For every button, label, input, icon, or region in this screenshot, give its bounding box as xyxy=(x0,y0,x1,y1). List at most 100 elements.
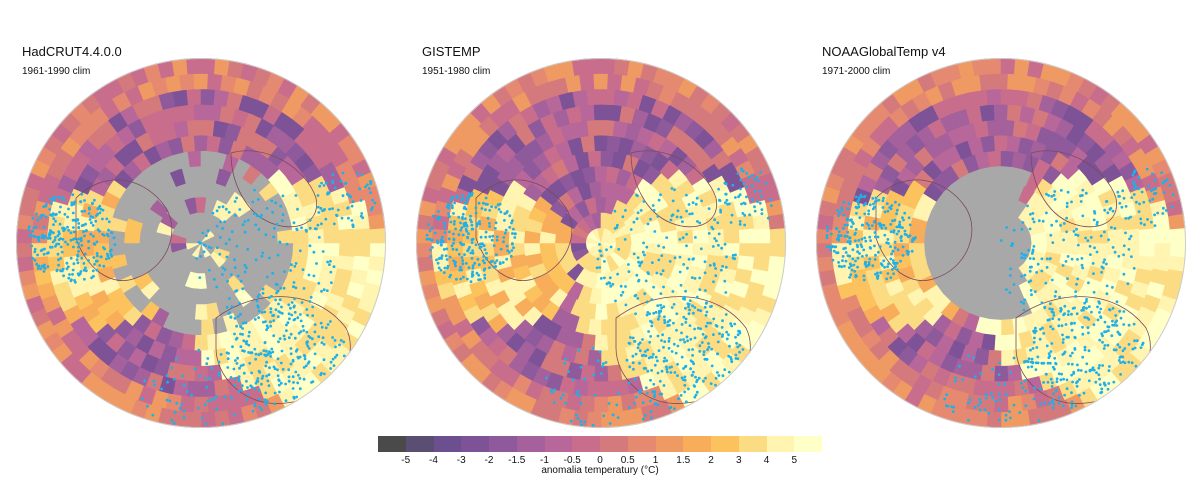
station-dot xyxy=(862,274,866,278)
station-dot xyxy=(294,194,298,197)
station-dot xyxy=(466,195,470,198)
station-dot xyxy=(885,277,889,281)
station-dot xyxy=(248,330,251,334)
station-dot xyxy=(1093,210,1096,213)
station-dot xyxy=(842,213,846,217)
legend-tick-label: 5 xyxy=(791,455,798,466)
station-dot xyxy=(676,362,679,366)
station-dot xyxy=(979,372,983,375)
station-dot xyxy=(704,324,708,328)
station-dot xyxy=(273,402,277,406)
station-dot xyxy=(635,273,639,277)
station-dot xyxy=(846,234,849,238)
grid-cell xyxy=(831,255,850,273)
station-dot xyxy=(653,390,657,393)
station-dot xyxy=(292,381,295,384)
station-dot xyxy=(483,276,487,280)
grid-cell xyxy=(416,255,434,273)
station-dot xyxy=(1090,310,1093,314)
station-dot xyxy=(629,228,633,231)
station-dot xyxy=(1041,219,1045,223)
station-dot xyxy=(102,264,106,268)
station-dot xyxy=(204,234,208,238)
station-dot xyxy=(70,203,74,207)
station-dot xyxy=(151,413,155,417)
station-dot xyxy=(304,364,308,368)
station-dot xyxy=(1111,246,1115,249)
station-dot xyxy=(663,318,666,322)
station-dot xyxy=(284,382,287,386)
station-dot xyxy=(67,276,71,280)
station-dot xyxy=(246,386,249,389)
station-dot xyxy=(1103,258,1106,262)
station-dot xyxy=(273,391,277,395)
station-dot xyxy=(1106,387,1110,391)
station-dot xyxy=(202,243,206,247)
station-dot xyxy=(77,226,81,229)
station-dot xyxy=(470,272,474,276)
station-dot xyxy=(425,237,429,241)
station-dot xyxy=(246,393,250,396)
station-dot xyxy=(1096,220,1099,224)
station-dot xyxy=(699,309,702,313)
station-dot xyxy=(663,321,667,324)
station-dot xyxy=(738,220,742,223)
station-dot xyxy=(692,257,695,260)
station-dot xyxy=(1096,305,1099,309)
grid-cell xyxy=(738,242,756,258)
station-dot xyxy=(83,234,86,238)
station-dot xyxy=(681,220,684,224)
station-dot xyxy=(294,370,298,374)
station-dot xyxy=(484,196,488,200)
station-dot xyxy=(470,238,474,242)
grid-cell xyxy=(16,255,34,273)
station-dot xyxy=(313,330,317,334)
station-dot xyxy=(27,227,31,231)
station-dot xyxy=(735,341,738,345)
station-dot xyxy=(1037,219,1041,223)
station-dot xyxy=(466,277,469,281)
station-dot xyxy=(462,222,466,226)
station-dot xyxy=(1023,273,1027,277)
legend-tick-label: 1.5 xyxy=(676,455,691,466)
station-dot xyxy=(852,263,856,267)
station-dot xyxy=(693,395,697,399)
station-dot xyxy=(243,230,247,234)
station-dot xyxy=(79,270,83,273)
station-dot xyxy=(1087,281,1090,285)
station-dot xyxy=(1051,241,1055,245)
station-dot xyxy=(67,228,70,232)
station-dot xyxy=(113,243,117,247)
station-dot xyxy=(285,242,289,246)
station-dot xyxy=(634,294,638,297)
station-dot xyxy=(256,377,260,380)
station-dot xyxy=(1049,302,1052,306)
station-dot xyxy=(669,371,673,374)
station-dot xyxy=(683,390,687,394)
coastline xyxy=(630,150,717,228)
station-dot xyxy=(350,204,354,208)
station-dot xyxy=(101,208,105,212)
station-dot xyxy=(32,226,36,230)
station-dot xyxy=(839,234,843,238)
station-dot xyxy=(611,413,615,417)
legend-swatch xyxy=(711,436,739,452)
station-dot xyxy=(471,251,475,255)
station-dot xyxy=(967,354,970,358)
grid-cell xyxy=(564,74,582,93)
grid-cell xyxy=(220,393,238,412)
station-dot xyxy=(514,232,517,236)
station-dot xyxy=(73,218,76,222)
station-dot xyxy=(608,422,612,425)
grid-cell xyxy=(587,150,602,168)
station-dot xyxy=(238,366,241,370)
station-dot xyxy=(1127,360,1131,364)
station-dot xyxy=(1161,181,1165,185)
station-dot xyxy=(351,200,355,204)
station-dot xyxy=(234,337,238,341)
grid-cell xyxy=(580,134,596,153)
station-dot xyxy=(479,235,483,239)
station-dot xyxy=(51,240,55,244)
station-dot xyxy=(311,305,315,309)
station-dot xyxy=(54,219,57,223)
